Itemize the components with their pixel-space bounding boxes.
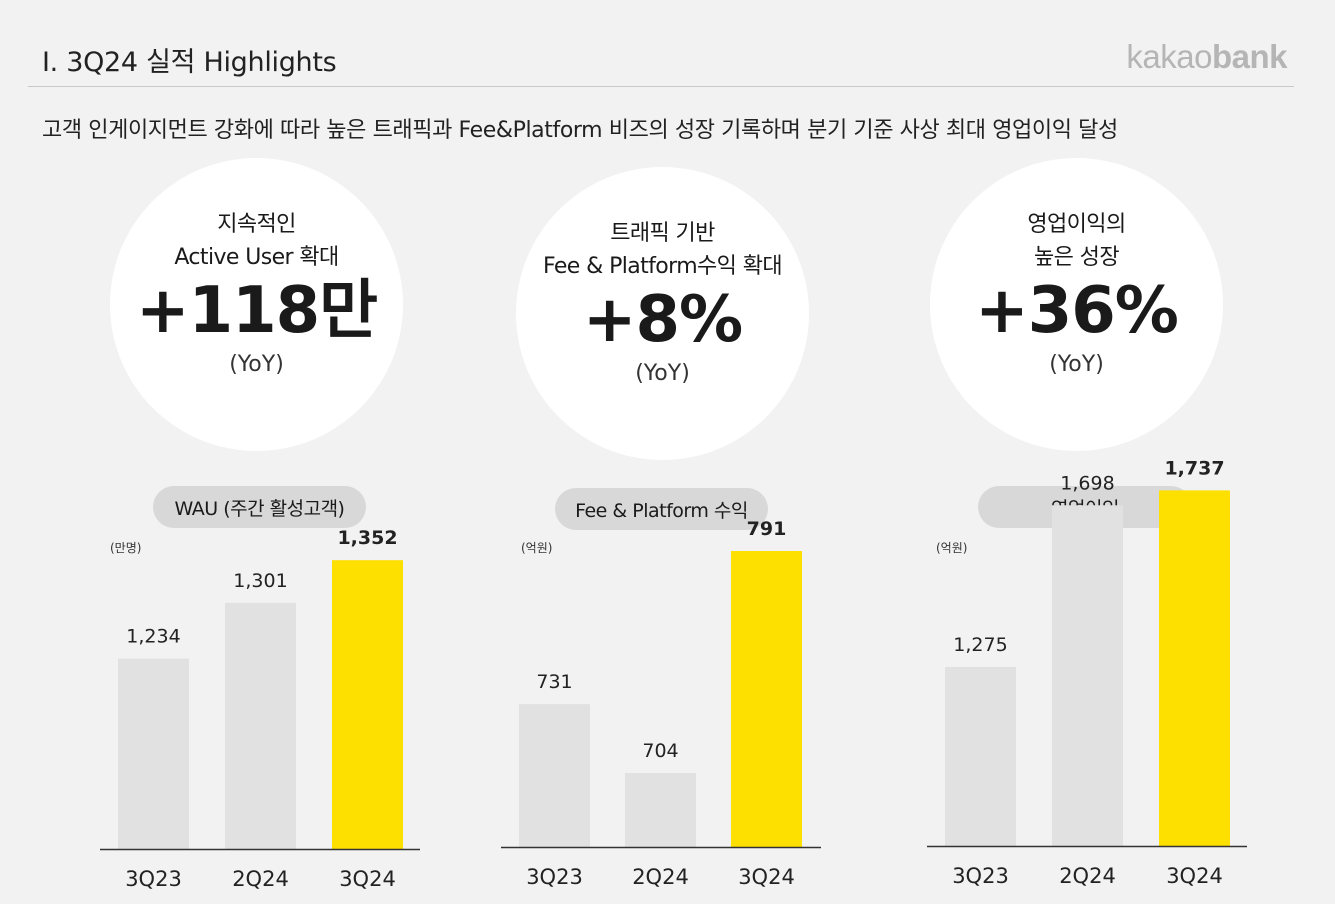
data-label: 704 — [642, 740, 678, 762]
data-label: 1,698 — [1060, 472, 1114, 494]
category-label: 3Q23 — [952, 864, 1009, 888]
category-label: 2Q24 — [1059, 864, 1116, 888]
category-label: 3Q24 — [339, 867, 396, 891]
category-label: 2Q24 — [632, 865, 689, 889]
chart-unit-operating-profit: (억원) — [936, 541, 968, 555]
highlight-caption: 지속적인 Active User 확대 — [174, 208, 339, 274]
highlight-line1: 지속적인 — [217, 212, 296, 237]
highlight-note: (YoY) — [635, 361, 690, 386]
highlight-line1: 트래픽 기반 — [610, 221, 715, 246]
bar-chart-operating-profit: 1,275 3Q23 1,698 2Q24 1,737 3Q24 — [927, 457, 1247, 888]
highlight-caption: 영업이익의 높은 성장 — [1027, 208, 1126, 274]
highlight-line2: 높은 성장 — [1034, 245, 1120, 270]
bar-3Q24 — [1159, 490, 1230, 846]
page-subtitle: 고객 인게이지먼트 강화에 따라 높은 트래픽과 Fee&Platform 비즈… — [42, 118, 1118, 143]
category-label: 3Q23 — [125, 867, 182, 891]
bar-3Q23 — [945, 667, 1016, 846]
kakaobank-logo: kakaobank — [1126, 38, 1287, 76]
header-divider — [28, 86, 1294, 87]
bar-chart-fee-platform: 731 3Q23 704 2Q24 791 3Q24 — [501, 518, 821, 889]
chart-title-wau: WAU (주간 활성고객) — [153, 486, 366, 528]
page-title: I. 3Q24 실적 Highlights — [42, 47, 337, 78]
highlight-value: +8% — [582, 283, 743, 357]
highlight-value: +118만 — [135, 274, 378, 348]
data-label: 1,275 — [953, 634, 1007, 656]
bar-2Q24 — [625, 773, 696, 847]
highlight-line2: Fee & Platform수익 확대 — [543, 254, 783, 279]
highlight-note: (YoY) — [229, 352, 284, 377]
data-label: 1,352 — [337, 527, 397, 549]
category-label: 3Q24 — [1166, 864, 1223, 888]
highlight-caption: 트래픽 기반 Fee & Platform수익 확대 — [543, 217, 783, 283]
bar-3Q24 — [332, 560, 403, 849]
highlight-circle-active-user: 지속적인 Active User 확대 +118만 (YoY) — [110, 158, 403, 451]
highlight-line2: Active User 확대 — [174, 245, 339, 270]
bar-3Q23 — [118, 658, 189, 849]
highlight-circle-operating-profit: 영업이익의 높은 성장 +36% (YoY) — [930, 158, 1223, 451]
highlight-note: (YoY) — [1049, 352, 1104, 377]
chart-unit-wau: (만명) — [110, 541, 142, 555]
bar-3Q24 — [731, 551, 802, 847]
bar-2Q24 — [225, 602, 296, 849]
bar-2Q24 — [1052, 505, 1123, 846]
logo-bank: bank — [1211, 38, 1288, 75]
highlight-value: +36% — [975, 274, 1179, 348]
chart-unit-fee-platform: (억원) — [521, 541, 553, 555]
category-label: 3Q23 — [526, 865, 583, 889]
chart-title-fee-platform: Fee & Platform 수익 — [555, 488, 768, 530]
data-label: 731 — [536, 671, 572, 693]
highlight-line1: 영업이익의 — [1027, 212, 1126, 237]
data-label: 1,737 — [1164, 457, 1224, 479]
bar-3Q23 — [519, 704, 590, 847]
data-label: 1,301 — [233, 570, 287, 592]
category-label: 2Q24 — [232, 867, 289, 891]
logo-kakao: kakao — [1126, 38, 1212, 75]
category-label: 3Q24 — [738, 865, 795, 889]
bar-chart-wau: 1,234 3Q23 1,301 2Q24 1,352 3Q24 — [100, 527, 420, 891]
data-label: 1,234 — [126, 626, 180, 648]
data-label: 791 — [747, 518, 787, 540]
highlight-circle-fee-platform: 트래픽 기반 Fee & Platform수익 확대 +8% (YoY) — [516, 167, 809, 460]
